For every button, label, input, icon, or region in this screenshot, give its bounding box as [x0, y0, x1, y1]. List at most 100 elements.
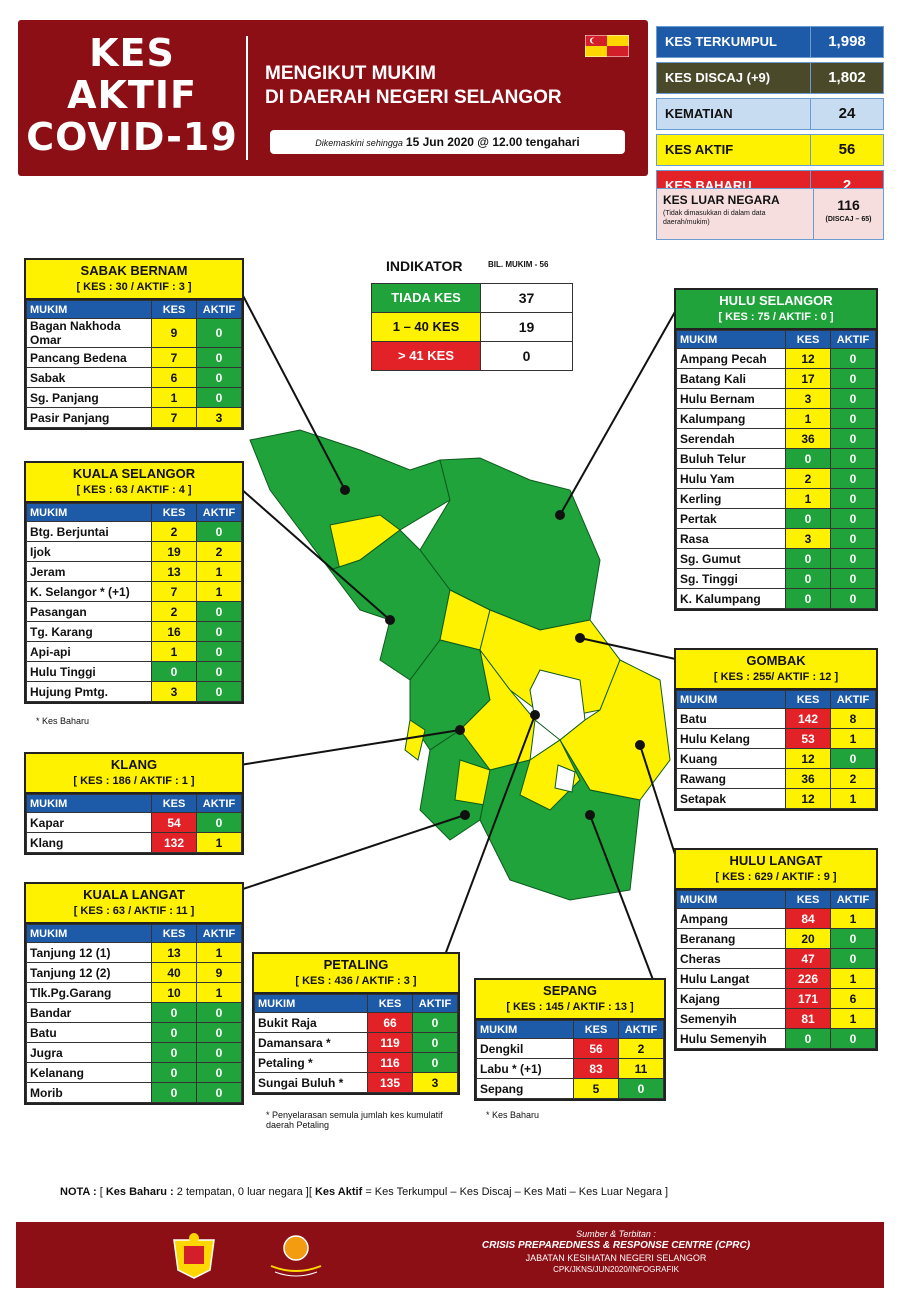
kes-value: 66: [367, 1012, 413, 1033]
kes-value: 171: [785, 988, 831, 1009]
district-header: GOMBAK [ KES : 255/ AKTIF : 12 ]: [676, 650, 876, 690]
kes-value: 142: [785, 708, 831, 729]
kes-value: 1: [785, 408, 831, 429]
table-row: Hulu Kelang 53 1: [676, 728, 876, 749]
aktif-value: 0: [830, 928, 876, 949]
aktif-value: 2: [830, 768, 876, 789]
kes-value: 36: [785, 428, 831, 449]
aktif-value: 0: [196, 387, 242, 408]
table-row: Petaling * 116 0: [254, 1052, 458, 1073]
nota-kes-baharu-label: Kes Baharu :: [105, 1186, 174, 1198]
district-table: MUKIM KES AKTIF Ampang Pecah 12 0 Batang Kali 1…: [676, 330, 876, 609]
indicator-value: 37: [518, 290, 535, 306]
district-stats: [ KES : 186 / AKTIF : 1 ]: [73, 775, 195, 787]
table-row: Pancang Bedena 7 0: [26, 347, 242, 368]
mukim-name: Dengkil: [476, 1038, 574, 1059]
kes-value: 36: [785, 768, 831, 789]
aktif-value: 0: [196, 661, 242, 682]
table-header-row: MUKIM KES AKTIF: [676, 690, 876, 709]
table-hulu-selangor: HULU SELANGOR [ KES : 75 / AKTIF : 0 ] MUK…: [674, 288, 878, 611]
table-header-row: MUKIM KES AKTIF: [26, 503, 242, 522]
kes-value: 13: [151, 942, 197, 963]
mukim-name: Hulu Langat: [676, 968, 786, 989]
kes-value: 0: [785, 588, 831, 609]
mukim-name: Sungai Buluh *: [254, 1072, 368, 1093]
table-row: Rawang 36 2: [676, 768, 876, 789]
district-name: KLANG: [110, 757, 158, 772]
col-mukim: MUKIM: [676, 690, 786, 709]
nota-bar: NOTA : [ Kes Baharu : 2 tempatan, 0 luar…: [60, 1186, 669, 1198]
table-row: Rasa 3 0: [676, 528, 876, 549]
kes-value: 9: [151, 318, 197, 348]
nota-kes-aktif-label: Kes Aktif: [314, 1186, 363, 1198]
table-row: Hulu Semenyih 0 0: [676, 1028, 876, 1049]
mukim-name: Sg. Panjang: [26, 387, 152, 408]
aktif-value: 0: [830, 568, 876, 589]
mukim-name: Ampang Pecah: [676, 348, 786, 369]
district-header: SEPANG [ KES : 145 / AKTIF : 13 ]: [476, 980, 664, 1020]
table-row: Klang 132 1: [26, 832, 242, 853]
table-sepang: SEPANG [ KES : 145 / AKTIF : 13 ] MUKIM KES…: [474, 978, 666, 1101]
col-kes: KES: [151, 300, 197, 319]
table-row: Batang Kali 17 0: [676, 368, 876, 389]
aktif-value: 0: [830, 468, 876, 489]
summary-value: 56: [810, 135, 883, 165]
kes-value: 0: [151, 1022, 197, 1043]
kes-value: 0: [151, 661, 197, 682]
indicator-label: 1 – 40 KES: [372, 313, 481, 341]
indicator-label: > 41 KES: [372, 342, 481, 370]
nota-label: NOTA :: [60, 1186, 97, 1198]
luar-label: KES LUAR NEGARA: [663, 193, 780, 207]
aktif-value: 0: [830, 448, 876, 469]
kes-value: 47: [785, 948, 831, 969]
kes-value: 119: [367, 1032, 413, 1053]
mukim-name: Jeram: [26, 561, 152, 582]
table-row: K. Selangor * (+1) 7 1: [26, 581, 242, 602]
table-row: Hujung Pmtg. 3 0: [26, 681, 242, 702]
mukim-name: Sg. Gumut: [676, 548, 786, 569]
col-mukim: MUKIM: [26, 794, 152, 813]
summary-row: KES AKTIF 56: [656, 134, 884, 166]
kes-value: 3: [785, 388, 831, 409]
mukim-name: Sg. Tinggi: [676, 568, 786, 589]
table-row: Ampang Pecah 12 0: [676, 348, 876, 369]
kes-value: 84: [785, 908, 831, 929]
mukim-name: Morib: [26, 1082, 152, 1103]
table-row: Semenyih 81 1: [676, 1008, 876, 1029]
table-row: Buluh Telur 0 0: [676, 448, 876, 469]
mukim-name: Hulu Yam: [676, 468, 786, 489]
aktif-value: 1: [830, 908, 876, 929]
col-kes: KES: [151, 924, 197, 943]
kes-value: 0: [785, 548, 831, 569]
kes-value: 7: [151, 407, 197, 428]
mukim-name: K. Selangor * (+1): [26, 581, 152, 602]
summary-panel: KES TERKUMPUL 1,998 KES DISCAJ (+9) 1,802 KE…: [656, 26, 884, 206]
mukim-name: Tlk.Pg.Garang: [26, 982, 152, 1003]
summary-value: 2: [810, 171, 883, 201]
mukim-name: Sabak: [26, 367, 152, 388]
luar-value: 116: [837, 197, 860, 213]
map-putrajaya: [554, 764, 576, 793]
kes-value: 54: [151, 812, 197, 833]
table-row: Hulu Yam 2 0: [676, 468, 876, 489]
table-row: Pertak 0 0: [676, 508, 876, 529]
table-row: Beranang 20 0: [676, 928, 876, 949]
table-header-row: MUKIM KES AKTIF: [254, 994, 458, 1013]
aktif-value: 0: [196, 681, 242, 702]
kuala-selangor-note: * Kes Baharu: [36, 716, 90, 726]
aktif-value: 1: [196, 832, 242, 853]
aktif-value: 2: [196, 541, 242, 562]
kes-value: 53: [785, 728, 831, 749]
district-header: SABAK BERNAM [ KES : 30 / AKTIF : 3 ]: [26, 260, 242, 300]
mukim-name: Batang Kali: [676, 368, 786, 389]
kes-value: 0: [151, 1002, 197, 1023]
update-date: 15 Jun 2020 @ 12.00 tengahari: [405, 135, 580, 149]
district-name: SABAK BERNAM: [80, 263, 188, 278]
aktif-value: 1: [196, 942, 242, 963]
mukim-name: Tanjung 12 (2): [26, 962, 152, 983]
mukim-name: Damansara *: [254, 1032, 368, 1053]
mukim-name: Kajang: [676, 988, 786, 1009]
district-header: HULU LANGAT [ KES : 629 / AKTIF : 9 ]: [676, 850, 876, 890]
district-name: KUALA LANGAT: [83, 887, 185, 902]
nota-kes-aktif-text: = Kes Terkumpul – Kes Discaj – Kes Mati …: [365, 1186, 662, 1198]
